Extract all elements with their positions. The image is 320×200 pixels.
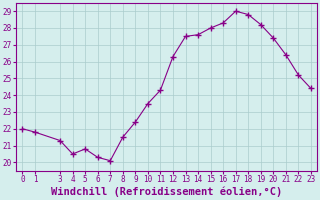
X-axis label: Windchill (Refroidissement éolien,°C): Windchill (Refroidissement éolien,°C) <box>51 187 282 197</box>
